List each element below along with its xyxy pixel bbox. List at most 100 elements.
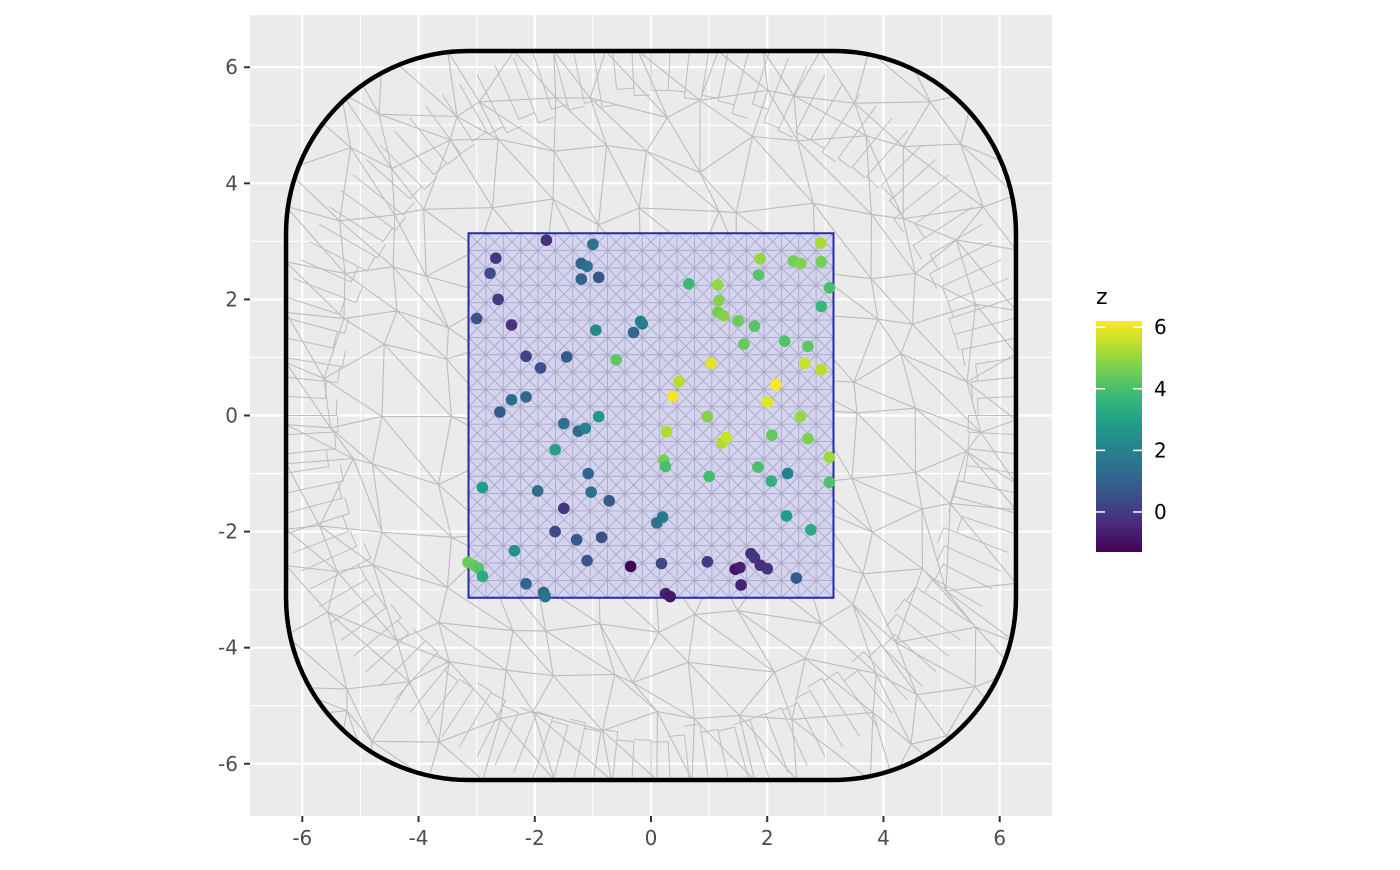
data-point: [549, 525, 561, 538]
data-point: [587, 238, 599, 251]
data-point: [660, 425, 673, 438]
data-point: [682, 277, 695, 290]
inner-square-region: [467, 232, 835, 599]
data-point: [732, 315, 744, 327]
data-point: [560, 351, 573, 363]
y-tick-label: -2: [218, 520, 238, 544]
data-point: [520, 350, 532, 363]
data-point: [752, 461, 764, 473]
data-point: [814, 237, 827, 249]
data-point: [484, 267, 496, 280]
data-point: [717, 309, 730, 322]
data-point: [534, 362, 547, 374]
inner-region-border: [467, 232, 835, 599]
data-point: [520, 578, 532, 590]
data-point: [570, 533, 583, 546]
x-tick-label: 2: [761, 826, 774, 850]
data-point: [520, 391, 532, 403]
x-tick-label: 0: [645, 826, 658, 850]
data-point: [579, 422, 592, 435]
data-point: [780, 510, 793, 522]
data-point: [603, 495, 615, 507]
data-point: [754, 252, 767, 265]
data-point: [734, 561, 746, 574]
data-point: [592, 410, 605, 423]
data-point: [505, 394, 518, 406]
data-point: [508, 544, 521, 557]
data-point: [476, 481, 489, 494]
data-point: [627, 326, 640, 339]
data-point: [805, 524, 817, 536]
data-point: [476, 570, 489, 583]
boundary-outline: [283, 48, 1019, 783]
x-tick-label: -4: [409, 826, 429, 850]
data-point: [752, 269, 765, 281]
data-point: [592, 271, 605, 284]
y-tick-label: 4: [225, 171, 238, 195]
data-point: [781, 467, 794, 480]
data-point: [701, 555, 714, 568]
data-point: [802, 340, 814, 353]
data-point: [634, 315, 647, 328]
data-point: [581, 260, 593, 273]
data-point: [720, 431, 733, 444]
legend-tick-label: 4: [1154, 377, 1167, 401]
data-point: [703, 470, 715, 483]
legend-tick-label: 2: [1154, 438, 1167, 462]
data-point: [664, 590, 676, 603]
data-point: [610, 353, 622, 366]
domain-boundary: [283, 48, 1019, 783]
data-point: [770, 378, 782, 391]
data-point: [765, 475, 778, 487]
data-point: [575, 273, 588, 285]
data-point: [655, 557, 668, 570]
legend-tick-label: 0: [1154, 500, 1167, 524]
data-point: [823, 282, 836, 294]
data-point: [738, 338, 750, 350]
data-point: [748, 320, 761, 332]
mesh-boundary-edges: [286, 50, 1016, 781]
data-point: [595, 531, 608, 544]
data-point: [815, 255, 828, 268]
data-point: [815, 363, 828, 376]
data-point: [540, 234, 553, 247]
data-point: [549, 443, 561, 456]
data-point: [494, 406, 506, 418]
data-point: [823, 476, 836, 489]
x-tick-label: -6: [292, 826, 312, 850]
data-point: [589, 324, 602, 336]
data-point: [666, 390, 679, 403]
data-point: [778, 335, 791, 348]
x-tick-label: 6: [993, 826, 1006, 850]
data-point: [802, 432, 814, 445]
data-point: [581, 554, 593, 567]
data-point: [531, 485, 544, 497]
y-tick-label: -4: [218, 636, 238, 660]
data-point: [799, 357, 811, 370]
data-point: [713, 294, 725, 307]
data-point: [823, 451, 836, 464]
legend-title: z: [1096, 285, 1108, 310]
y-tick-label: 0: [225, 404, 238, 428]
data-point: [585, 486, 597, 498]
data-point: [470, 312, 483, 325]
axes: -6 -4 -2 0 2 4 6 -6 -4 -2 0 2 4 6: [218, 55, 1006, 850]
data-point: [492, 293, 504, 306]
data-point: [761, 396, 774, 408]
legend-colorbar: [1096, 321, 1142, 552]
data-point: [761, 562, 774, 575]
data-point: [490, 252, 502, 265]
y-tick-label: -6: [218, 752, 238, 776]
data-point: [705, 357, 717, 370]
data-point: [794, 410, 807, 423]
data-point: [505, 319, 518, 331]
legend-tick-label: 6: [1154, 315, 1167, 339]
data-points: [462, 234, 836, 603]
data-point: [790, 572, 803, 584]
data-point: [539, 590, 552, 603]
data-point: [624, 560, 637, 573]
data-point: [659, 460, 672, 473]
y-tick-label: 6: [225, 55, 238, 79]
